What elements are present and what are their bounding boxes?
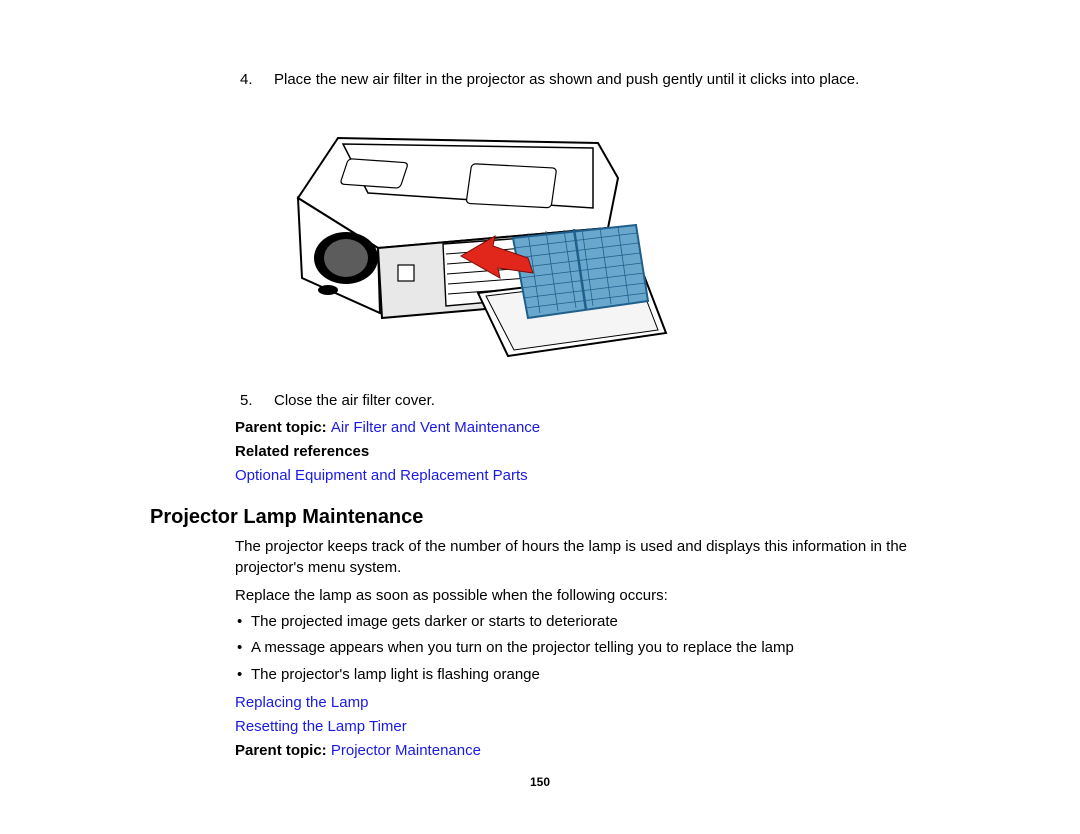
section-p2: Replace the lamp as soon as possible whe… <box>235 586 950 606</box>
bullet-3: The projector's lamp light is flashing o… <box>235 665 950 685</box>
parent-topic-2-link[interactable]: Projector Maintenance <box>331 742 481 759</box>
section-title: Projector Lamp Maintenance <box>150 504 950 531</box>
link-replacing-lamp[interactable]: Replacing the Lamp <box>235 693 950 713</box>
step-5: 5. Close the air filter cover. <box>150 391 950 411</box>
step-5-text: Close the air filter cover. <box>268 391 950 411</box>
step-4: 4. Place the new air filter in the proje… <box>150 70 950 90</box>
step-4-text: Place the new air filter in the projecto… <box>268 70 950 90</box>
parent-topic-1-link[interactable]: Air Filter and Vent Maintenance <box>331 419 540 436</box>
parent-topic-1-label: Parent topic: <box>235 419 331 436</box>
parent-topic-2-label: Parent topic: <box>235 742 331 759</box>
step-4-number: 4. <box>150 70 268 90</box>
page-container: 4. Place the new air filter in the proje… <box>0 0 1080 834</box>
bullet-2: A message appears when you turn on the p… <box>235 638 950 658</box>
related-references-heading: Related references <box>235 442 950 462</box>
bullet-1: The projected image gets darker or start… <box>235 612 950 632</box>
section-p1: The projector keeps track of the number … <box>235 537 950 578</box>
parent-topic-1: Parent topic: Air Filter and Vent Mainte… <box>235 418 950 438</box>
step-5-number: 5. <box>150 391 268 411</box>
link-resetting-lamp-timer[interactable]: Resetting the Lamp Timer <box>235 717 950 737</box>
projector-diagram <box>268 108 678 373</box>
diagram-svg <box>268 108 678 373</box>
page-number: 150 <box>0 774 1080 790</box>
bullet-list: The projected image gets darker or start… <box>235 612 950 685</box>
parent-topic-2: Parent topic: Projector Maintenance <box>235 741 950 761</box>
related-link-1[interactable]: Optional Equipment and Replacement Parts <box>235 466 950 486</box>
